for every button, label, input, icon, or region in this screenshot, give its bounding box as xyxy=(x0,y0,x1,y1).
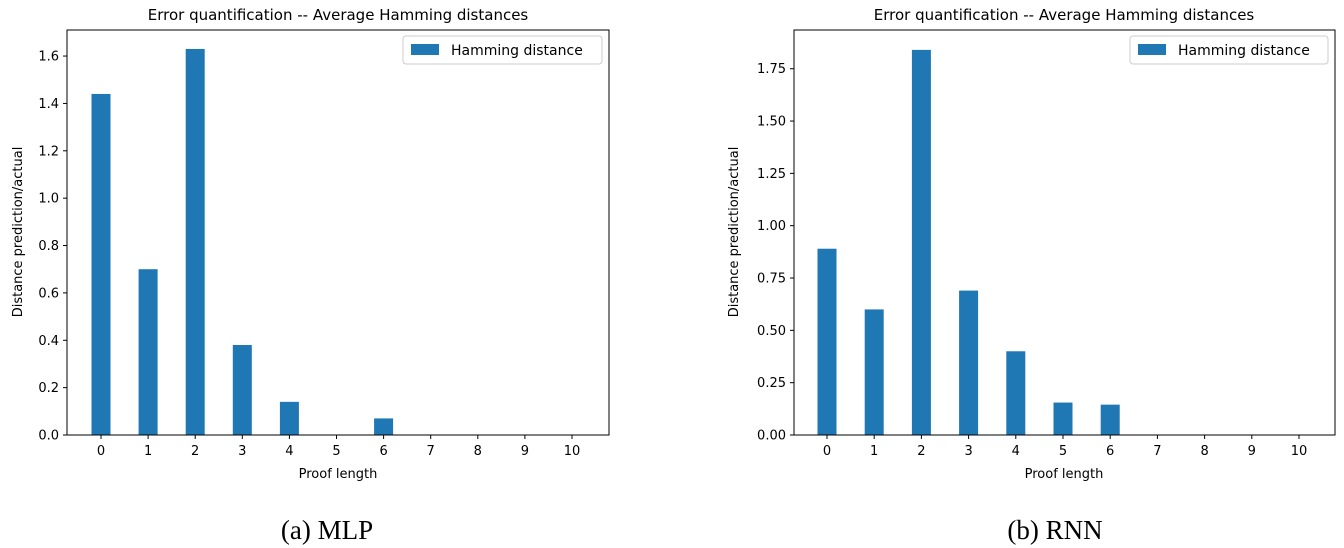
x-tick-label: 1 xyxy=(144,444,152,459)
x-ticks: 0 1 2 3 4 5 6 7 8 9 10 xyxy=(823,435,1307,459)
bar xyxy=(1100,404,1120,435)
bar xyxy=(374,418,394,435)
bars xyxy=(817,49,1120,435)
x-tick-label: 3 xyxy=(964,444,972,459)
x-tick-label: 10 xyxy=(1291,444,1308,459)
legend-label: Hamming distance xyxy=(451,43,583,59)
x-tick-label: 4 xyxy=(1012,444,1020,459)
legend-box xyxy=(1129,35,1329,65)
plot-frame xyxy=(793,29,1336,436)
x-tick-label: 8 xyxy=(1200,444,1208,459)
bar xyxy=(1053,402,1073,435)
chart-rnn: Error quantification -- Average Hamming … xyxy=(727,6,1336,545)
y-tick-label: 1.75 xyxy=(757,62,786,77)
y-tick-label: 0.00 xyxy=(757,429,786,444)
x-tick-label: 3 xyxy=(238,444,246,459)
x-tick-label: 8 xyxy=(474,444,482,459)
y-tick-label: 1.0 xyxy=(38,192,59,207)
x-tick-label: 1 xyxy=(870,444,878,459)
x-tick-label: 4 xyxy=(285,444,293,459)
y-tick-label: 0.2 xyxy=(38,381,59,396)
x-tick-label: 9 xyxy=(521,444,529,459)
x-tick-label: 5 xyxy=(332,444,340,459)
x-axis-label: Proof length xyxy=(299,467,378,482)
y-axis-label: Distance prediction/actual xyxy=(11,147,26,318)
y-tick-label: 1.00 xyxy=(757,219,786,234)
legend-swatch xyxy=(411,44,439,55)
x-tick-label: 6 xyxy=(379,444,387,459)
bar xyxy=(185,48,205,436)
chart-title: Error quantification -- Average Hamming … xyxy=(148,6,529,24)
y-tick-label: 0.0 xyxy=(38,429,59,444)
y-tick-label: 0.75 xyxy=(757,272,786,287)
chart-caption: (b) RNN xyxy=(1007,515,1102,545)
y-tick-label: 0.25 xyxy=(757,376,786,391)
x-tick-label: 10 xyxy=(564,444,581,459)
y-tick-label: 1.2 xyxy=(38,144,59,159)
y-tick-label: 1.50 xyxy=(757,115,786,130)
bars xyxy=(91,48,394,436)
y-tick-label: 1.6 xyxy=(38,50,59,65)
chart-mlp: Error quantification -- Average Hamming … xyxy=(11,6,610,545)
legend-swatch xyxy=(1138,44,1166,55)
x-tick-label: 2 xyxy=(917,444,925,459)
bar xyxy=(91,93,111,436)
legend-label: Hamming distance xyxy=(1178,43,1310,59)
bar xyxy=(138,269,158,435)
legend-box xyxy=(402,35,603,65)
x-tick-label: 9 xyxy=(1248,444,1256,459)
y-ticks: 0.00 0.25 0.50 0.75 1.00 1.25 1.50 1.75 xyxy=(757,62,794,444)
plot-frame xyxy=(66,29,610,436)
y-tick-label: 1.4 xyxy=(38,97,59,112)
y-axis-label: Distance prediction/actual xyxy=(727,147,742,318)
bar xyxy=(817,248,837,435)
bar xyxy=(1006,351,1026,435)
legend: Hamming distance xyxy=(402,35,603,65)
x-tick-label: 5 xyxy=(1059,444,1067,459)
y-tick-label: 1.25 xyxy=(757,167,786,182)
bar xyxy=(279,401,299,435)
x-tick-label: 2 xyxy=(191,444,199,459)
y-tick-label: 0.8 xyxy=(38,239,59,254)
y-ticks: 0.0 0.2 0.4 0.6 0.8 1.0 1.2 1.4 1.6 xyxy=(38,50,67,444)
x-tick-label: 0 xyxy=(823,444,831,459)
bar xyxy=(911,49,931,435)
bar xyxy=(959,290,979,435)
x-tick-label: 0 xyxy=(97,444,105,459)
y-tick-label: 0.4 xyxy=(38,334,59,349)
x-axis-label: Proof length xyxy=(1025,467,1104,482)
x-tick-label: 7 xyxy=(427,444,435,459)
bar xyxy=(864,309,884,435)
y-tick-label: 0.6 xyxy=(38,286,59,301)
legend: Hamming distance xyxy=(1129,35,1329,65)
chart-caption: (a) MLP xyxy=(281,515,373,545)
bar xyxy=(232,345,252,435)
x-ticks: 0 1 2 3 4 5 6 7 8 9 10 xyxy=(97,435,580,459)
y-tick-label: 0.50 xyxy=(757,324,786,339)
x-tick-label: 7 xyxy=(1153,444,1161,459)
x-tick-label: 6 xyxy=(1106,444,1114,459)
chart-title: Error quantification -- Average Hamming … xyxy=(874,6,1255,24)
